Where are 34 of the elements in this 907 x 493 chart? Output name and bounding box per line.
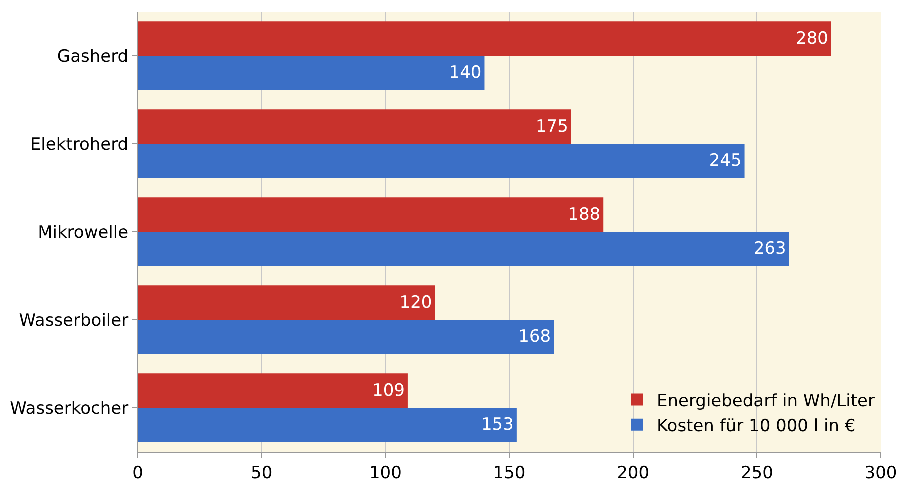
y-tick-label: Wasserkocher [10, 398, 129, 419]
data-label: 245 [709, 151, 742, 172]
data-label: 140 [449, 63, 482, 84]
bar [138, 198, 604, 232]
bar [138, 374, 408, 408]
y-tick-label: Mikrowelle [38, 222, 129, 243]
y-tick-label: Elektroherd [30, 134, 129, 155]
data-label: 188 [568, 204, 601, 225]
data-label: 263 [754, 239, 786, 260]
x-tick-label: 0 [132, 463, 144, 484]
legend-label: Kosten für 10 000 l in € [657, 416, 856, 436]
bar [138, 144, 745, 178]
x-tick-label: 250 [740, 463, 774, 484]
bar [138, 22, 832, 56]
x-tick-label: 300 [864, 463, 898, 484]
bar [138, 56, 485, 90]
data-label: 109 [372, 380, 405, 401]
x-tick-label: 50 [251, 463, 273, 484]
data-label: 153 [481, 415, 514, 436]
data-label: 175 [536, 116, 568, 137]
data-label: 120 [400, 292, 432, 313]
y-tick-label: Gasherd [57, 46, 129, 67]
x-tick-label: 100 [369, 463, 402, 484]
x-tick-label: 200 [617, 463, 650, 484]
data-label: 168 [518, 327, 552, 348]
x-tick-label: 150 [493, 463, 526, 484]
bar [138, 110, 572, 144]
bar [138, 408, 517, 442]
bar [138, 286, 436, 320]
bar [138, 320, 554, 354]
data-label: 280 [796, 28, 828, 49]
y-tick-label: Wasserboiler [19, 310, 129, 331]
legend-label: Energiebedarf in Wh/Liter [657, 391, 876, 412]
bar [138, 232, 790, 266]
